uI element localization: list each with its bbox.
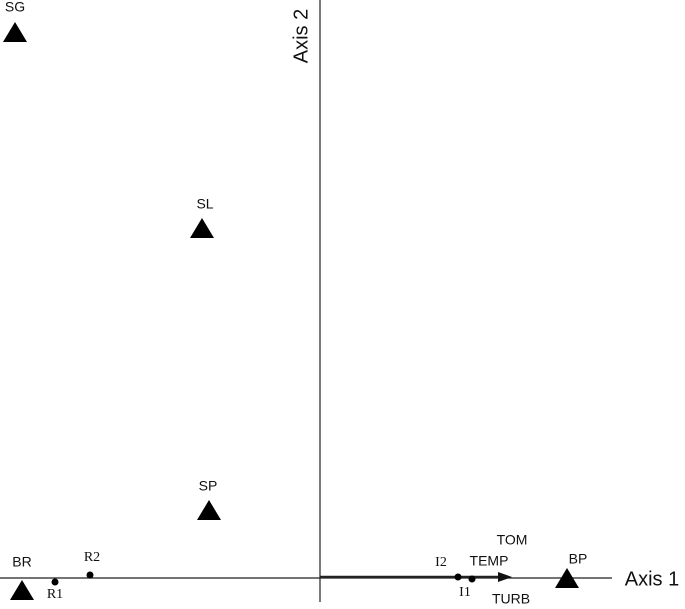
variable-label: TURB: [492, 591, 530, 607]
site-marker: [10, 580, 34, 600]
marks: SG SL SP BR BP R1 R2 I2 I1 TOM TEMP TURB: [3, 0, 587, 607]
site-marker: [190, 218, 214, 238]
sample-point: [86, 571, 94, 579]
variable-label: TOM: [497, 532, 528, 548]
site-marker: [3, 22, 27, 42]
site-label: SP: [199, 478, 218, 494]
axis-1-label: Axis 1: [625, 568, 679, 590]
arrow-head: [498, 572, 512, 582]
site-marker: [197, 500, 221, 520]
sample-point: [51, 578, 59, 586]
site-label: BP: [569, 551, 588, 567]
site-label: BR: [12, 554, 31, 570]
sample-label: I1: [459, 585, 471, 600]
sample-label: R1: [47, 587, 63, 602]
variable-label: TEMP: [470, 553, 509, 569]
sample-point: [454, 573, 462, 581]
sample-point: [468, 575, 476, 583]
site-label: SG: [5, 0, 25, 15]
sample-label: R2: [84, 550, 100, 565]
sample-label: I2: [435, 555, 447, 570]
site-marker: [555, 568, 579, 588]
site-label: SL: [196, 196, 213, 212]
axis-2-label: Axis 2: [290, 9, 312, 63]
